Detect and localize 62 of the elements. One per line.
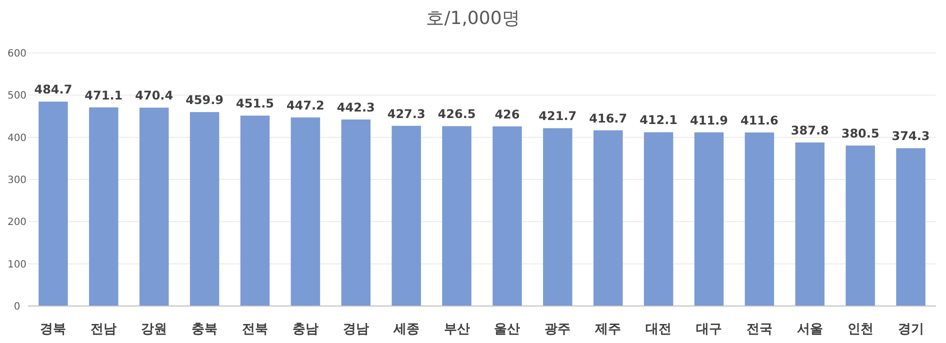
data-label: 411.9 xyxy=(690,113,728,128)
y-tick-label: 400 xyxy=(7,132,27,144)
data-label: 451.5 xyxy=(236,96,274,111)
bar xyxy=(190,112,220,306)
x-tick-label: 경남 xyxy=(342,322,369,337)
bar xyxy=(392,126,421,306)
data-label: 470.4 xyxy=(135,88,174,103)
y-tick-label: 500 xyxy=(7,90,27,102)
bar xyxy=(694,132,724,306)
x-tick-label: 제주 xyxy=(594,322,622,337)
data-label: 380.5 xyxy=(841,126,880,141)
bar xyxy=(89,107,118,306)
bar xyxy=(341,119,371,306)
x-tick-label: 전국 xyxy=(746,322,772,337)
x-tick-label: 전남 xyxy=(90,322,117,337)
data-label: 459.9 xyxy=(186,93,224,108)
data-label: 442.3 xyxy=(336,100,375,114)
y-tick-label: 600 xyxy=(7,48,27,60)
x-tick-label: 경기 xyxy=(898,322,924,337)
data-label: 411.6 xyxy=(740,113,778,128)
bar xyxy=(593,130,623,306)
data-label: 447.2 xyxy=(286,98,324,112)
bar xyxy=(240,116,270,306)
data-label: 471.1 xyxy=(84,88,123,102)
bar xyxy=(543,128,572,306)
data-label: 374.3 xyxy=(892,129,930,144)
x-tick-label: 강원 xyxy=(141,322,168,337)
bar xyxy=(896,148,926,306)
x-tick-label: 충남 xyxy=(292,322,318,337)
data-label: 484.7 xyxy=(34,82,72,97)
x-tick-label: 광주 xyxy=(544,322,571,337)
bar xyxy=(644,132,674,306)
data-label: 387.8 xyxy=(790,123,829,138)
bar xyxy=(38,102,68,306)
bar xyxy=(139,108,169,306)
x-tick-label: 부산 xyxy=(444,322,470,337)
x-tick-label: 울산 xyxy=(494,322,520,337)
x-tick-label: 인천 xyxy=(847,322,874,337)
y-tick-label: 100 xyxy=(7,259,27,270)
x-tick-label: 서울 xyxy=(796,322,823,337)
data-label: 416.7 xyxy=(589,111,628,126)
bar xyxy=(744,132,774,306)
chart-title: 호/1,000명 xyxy=(426,8,520,29)
bar xyxy=(492,126,522,306)
data-label: 427.3 xyxy=(387,106,426,121)
data-label: 426 xyxy=(494,107,520,122)
bar xyxy=(795,142,825,306)
data-label: 412.1 xyxy=(640,113,678,128)
x-tick-label: 전북 xyxy=(242,322,268,337)
bar xyxy=(846,146,875,306)
x-tick-label: 경북 xyxy=(40,322,66,337)
y-tick-label: 0 xyxy=(14,302,20,312)
bar xyxy=(290,117,320,306)
y-tick-label: 200 xyxy=(7,217,27,228)
x-tick-label: 대전 xyxy=(646,322,672,337)
y-tick-label: 300 xyxy=(7,175,27,186)
bar xyxy=(442,126,472,306)
x-tick-label: 대구 xyxy=(696,322,722,337)
x-tick-label: 충북 xyxy=(192,322,218,337)
data-label: 421.7 xyxy=(538,109,577,124)
x-tick-label: 세종 xyxy=(392,322,420,337)
data-label: 426.5 xyxy=(438,107,476,122)
